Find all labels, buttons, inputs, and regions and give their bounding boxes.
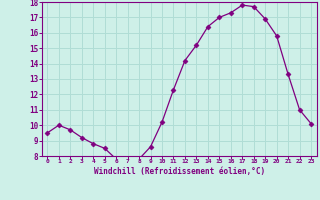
X-axis label: Windchill (Refroidissement éolien,°C): Windchill (Refroidissement éolien,°C) bbox=[94, 167, 265, 176]
